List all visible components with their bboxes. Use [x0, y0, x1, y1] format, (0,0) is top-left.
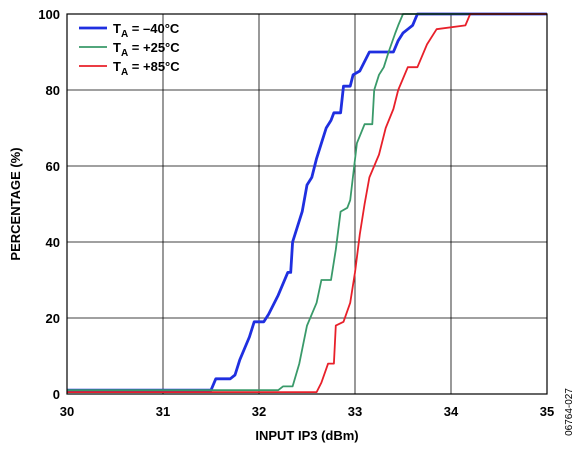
y-tick-label: 0	[53, 387, 60, 402]
legend-subscript: A	[121, 29, 128, 40]
y-tick-labels: 0 20 40 60 80 100	[38, 7, 60, 402]
legend-label: = +85°C	[128, 59, 180, 74]
legend-prefix: T	[113, 21, 121, 36]
legend-prefix: T	[113, 40, 121, 55]
legend-entry: TA = +85°C	[113, 59, 180, 78]
x-tick-labels: 30 31 32 33 34 35	[60, 404, 554, 419]
x-tick-label: 31	[156, 404, 170, 419]
series-line	[67, 12, 547, 392]
y-tick-label: 60	[46, 159, 60, 174]
y-tick-label: 80	[46, 83, 60, 98]
series-line	[67, 13, 547, 393]
x-axis-label: INPUT IP3 (dBm)	[255, 428, 358, 443]
legend-subscript: A	[121, 67, 128, 78]
legend: TA = –40°CTA = +25°CTA = +85°C	[79, 21, 180, 78]
legend-label: = –40°C	[128, 21, 180, 36]
x-tick-label: 32	[252, 404, 266, 419]
legend-entry: TA = +25°C	[113, 40, 180, 59]
legend-prefix: T	[113, 59, 121, 74]
legend-label: = +25°C	[128, 40, 180, 55]
x-tick-label: 34	[444, 404, 459, 419]
y-axis-label: PERCENTAGE (%)	[8, 147, 23, 260]
series-line	[67, 13, 547, 392]
plot-frame	[66, 13, 548, 395]
plot-lines	[67, 12, 547, 393]
y-tick-label: 40	[46, 235, 60, 250]
legend-subscript: A	[121, 48, 128, 59]
y-tick-label: 20	[46, 311, 60, 326]
figure-id: 06764-027	[564, 388, 575, 436]
x-tick-label: 33	[348, 404, 362, 419]
y-tick-label: 100	[38, 7, 60, 22]
x-tick-label: 35	[540, 404, 554, 419]
x-tick-label: 30	[60, 404, 74, 419]
legend-entry: TA = –40°C	[113, 21, 180, 40]
